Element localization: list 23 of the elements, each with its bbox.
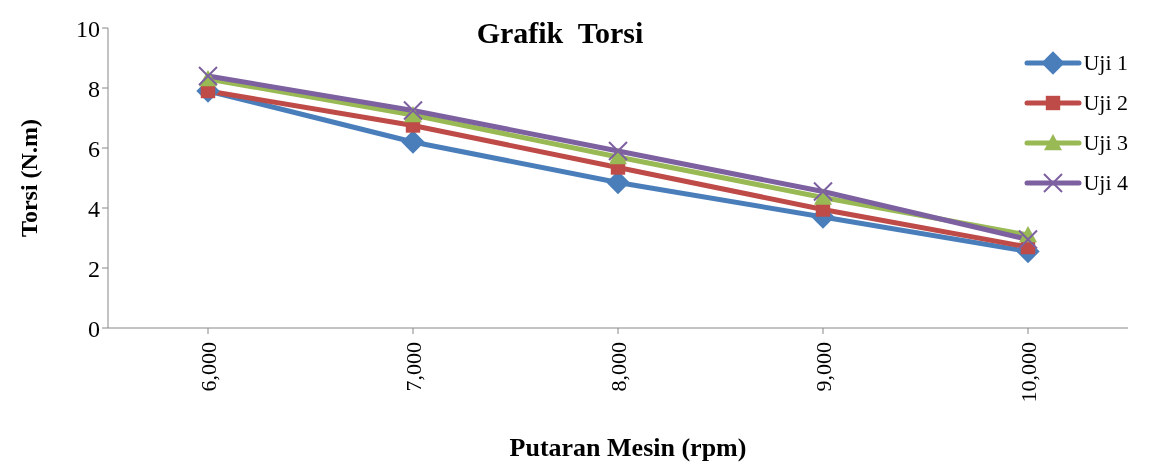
x-tick-label: 6,000 bbox=[195, 342, 221, 392]
y-tick-label: 10 bbox=[76, 15, 100, 42]
y-tick-label: 2 bbox=[88, 255, 100, 282]
y-tick-label: 8 bbox=[88, 75, 100, 102]
x-axis-title: Putaran Mesin (rpm) bbox=[508, 433, 748, 463]
point bbox=[1018, 229, 1038, 250]
point bbox=[401, 130, 425, 154]
y-axis-title: Torsi (N.m) bbox=[15, 119, 42, 237]
y-tick-label: 6 bbox=[88, 135, 100, 162]
y-tick-label: 0 bbox=[88, 315, 100, 342]
legend-label: Uji 2 bbox=[1083, 90, 1128, 116]
x-tick-label: 7,000 bbox=[400, 342, 426, 392]
x-tick-label: 9,000 bbox=[810, 342, 836, 392]
chart-title: Grafik Torsi bbox=[476, 16, 644, 49]
x-tick-label: 10,000 bbox=[1015, 342, 1041, 403]
point bbox=[608, 141, 628, 161]
point bbox=[813, 181, 833, 202]
point bbox=[403, 100, 423, 121]
legend-label: Uji 4 bbox=[1083, 170, 1128, 196]
y-tick-label: 4 bbox=[88, 195, 100, 222]
legend-label: Uji 3 bbox=[1083, 130, 1128, 156]
x-tick-label: 8,000 bbox=[605, 342, 631, 392]
legend-label: Uji 1 bbox=[1083, 50, 1128, 76]
